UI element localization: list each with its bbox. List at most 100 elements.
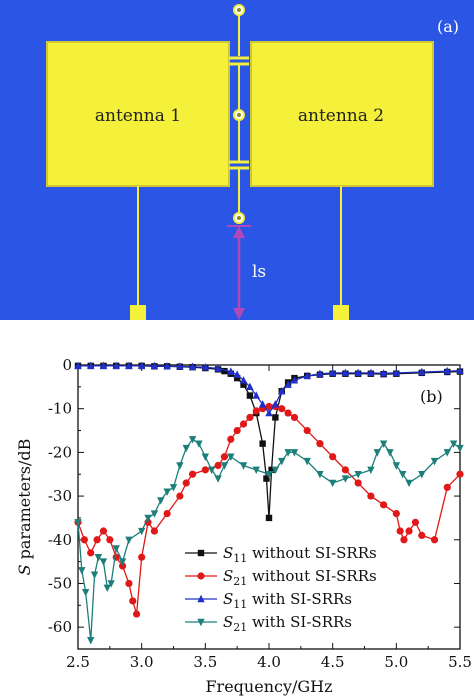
- series-2-point: [329, 453, 337, 461]
- axis-ticks: 2.5 3.0 3.5 4.0 4.5 5.0 5.5 0 -10 -20 -30 -40 -50 -60: [48, 356, 472, 671]
- series-3-point: [278, 387, 286, 395]
- series-3-point: [258, 400, 267, 408]
- series-3-point: [188, 362, 197, 370]
- series-4-point: [303, 457, 311, 466]
- series-4-point: [201, 453, 210, 461]
- series-2-point: [290, 413, 299, 422]
- x-tick-label: 5.5: [448, 653, 472, 671]
- series-4-point: [443, 449, 451, 457]
- series-4-point: [144, 514, 152, 523]
- series-4-point: [157, 497, 165, 505]
- series-3-point: [201, 362, 210, 371]
- series-2-point: [93, 536, 101, 544]
- x-axis-label: Frequency/GHz: [205, 677, 332, 696]
- series-2-point: [411, 518, 420, 526]
- series-4-point: [87, 637, 95, 645]
- y-tick-label: -20: [48, 443, 72, 461]
- series-4-point: [239, 462, 248, 470]
- legend-marker: [197, 618, 205, 627]
- series-3: [74, 361, 464, 417]
- series-4-point: [163, 488, 171, 496]
- series-3-point: [137, 361, 146, 370]
- series-2-point: [252, 407, 260, 415]
- series-1-point: [240, 381, 247, 388]
- y-tick-label: 0: [62, 356, 72, 374]
- series-1: [74, 362, 464, 522]
- series-3-point: [418, 367, 426, 376]
- series-4-point: [182, 444, 190, 453]
- legend-entry-3: S11 with SI-SRRs: [185, 590, 352, 611]
- series-2-point: [405, 527, 413, 535]
- x-tick-label: 5.0: [384, 653, 408, 671]
- series-4-point: [150, 510, 159, 518]
- series-4-point: [195, 440, 203, 448]
- panel-b: 2.5 3.0 3.5 4.0 4.5 5.0 5.5 0 -10 -20 -30 -40 -50 -60…: [15, 356, 472, 696]
- y-tick-label: -50: [48, 574, 72, 592]
- series-2-point: [80, 536, 88, 544]
- series-3-point: [125, 361, 133, 370]
- series-4-point: [188, 436, 197, 444]
- series-2-point: [189, 470, 197, 478]
- series-4-point: [367, 466, 375, 475]
- y-tick-label: -40: [48, 531, 72, 549]
- series-2-point: [220, 453, 229, 461]
- x-tick-label: 3.0: [130, 653, 154, 671]
- series-4-point: [284, 449, 292, 457]
- antenna-2-port: [333, 305, 349, 320]
- y-axis-label-text: parameters/dB: [15, 439, 34, 565]
- series-4-point: [316, 471, 324, 479]
- series-4-point: [373, 449, 381, 457]
- series-3-point: [303, 371, 311, 380]
- series-2-point: [400, 536, 408, 544]
- series-3-point: [227, 367, 235, 375]
- series-1-point: [272, 414, 279, 421]
- series-4-point: [290, 449, 299, 457]
- legend-label: S11 with SI-SRRs: [223, 590, 352, 611]
- series-3-point: [392, 368, 401, 377]
- series-4-point: [103, 584, 111, 593]
- series-1-point: [259, 440, 266, 447]
- antenna-2-patch: [250, 41, 434, 187]
- legend-entry-4: S21 with SI-SRRs: [185, 613, 352, 634]
- series-2-point: [303, 426, 311, 435]
- series-3-point: [214, 364, 222, 372]
- series-2-point: [418, 531, 426, 540]
- plot-series: [74, 361, 464, 645]
- si-srr-chain: [229, 4, 249, 224]
- series-4-point: [112, 545, 120, 553]
- series-4-point: [74, 519, 82, 527]
- series-3-point: [354, 368, 362, 377]
- series-3-point: [265, 408, 273, 417]
- series-1-point: [265, 514, 273, 522]
- antenna-1-patch: [46, 41, 230, 187]
- series-4-point: [341, 475, 350, 483]
- series-2-point: [354, 479, 362, 487]
- series-3-point: [328, 368, 337, 377]
- series-2-point: [341, 466, 349, 474]
- series-1-point: [233, 374, 241, 382]
- series-3-point: [456, 366, 464, 374]
- series-4-point: [107, 580, 115, 588]
- series-4-point: [118, 558, 127, 566]
- y-axis-label: S parameters/dB: [15, 439, 34, 576]
- legend-marker: [197, 594, 205, 603]
- series-2-point: [87, 549, 95, 557]
- series-4-point: [220, 462, 229, 470]
- series-2-point: [176, 492, 184, 500]
- series-2-point: [233, 426, 241, 435]
- series-2-point: [129, 597, 137, 605]
- series-4-point: [430, 457, 439, 466]
- series-3-point: [316, 369, 324, 377]
- y-tick-label: -30: [48, 487, 72, 505]
- series-2-point: [227, 435, 235, 443]
- series-4-point: [379, 440, 388, 448]
- series-2-point: [118, 562, 127, 570]
- y-tick-label: -60: [48, 618, 72, 636]
- panel-a: antenna 1 antenna 2 ls (a): [0, 0, 474, 320]
- series-2-point: [443, 483, 451, 491]
- series-1-point: [268, 466, 275, 474]
- legend-entry-1: S11 without SI-SRRs: [185, 544, 377, 565]
- series-4-point: [227, 453, 235, 461]
- series-4-point: [125, 536, 133, 544]
